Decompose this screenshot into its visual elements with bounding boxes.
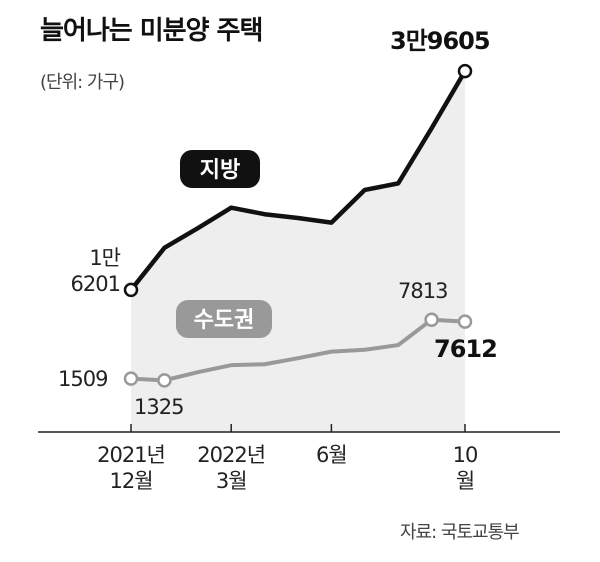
chart-subtitle: (단위: 가구) <box>40 72 125 93</box>
x-tick-label: 10월 <box>452 443 479 493</box>
legend-label: 지방 <box>200 158 240 183</box>
area <box>131 71 465 433</box>
value-label: 1만 6201 <box>70 245 121 296</box>
value-label: 3만9605 <box>390 27 491 55</box>
point <box>157 373 172 388</box>
value-label: 1509 <box>58 366 108 391</box>
line <box>130 317 466 383</box>
value-label: 7612 <box>434 334 498 363</box>
point <box>457 63 473 79</box>
x-tick-label: 2021년 12월 <box>97 443 166 493</box>
legend-badge <box>176 300 272 338</box>
point <box>123 371 139 386</box>
x-tick-label: 2022년 3월 <box>197 443 266 493</box>
chart-title: 늘어나는 미분양 주택 <box>40 16 263 46</box>
x-tick-label: 6월 <box>316 443 348 467</box>
point <box>123 282 139 298</box>
line <box>129 70 467 292</box>
legend-badge <box>180 150 260 188</box>
value-label: 7813 <box>398 278 448 303</box>
point <box>457 314 473 329</box>
value-label: 1325 <box>134 395 184 420</box>
point <box>424 312 439 327</box>
source: 자료: 국토교통부 <box>400 522 520 543</box>
legend-label: 수도권 <box>194 308 255 333</box>
